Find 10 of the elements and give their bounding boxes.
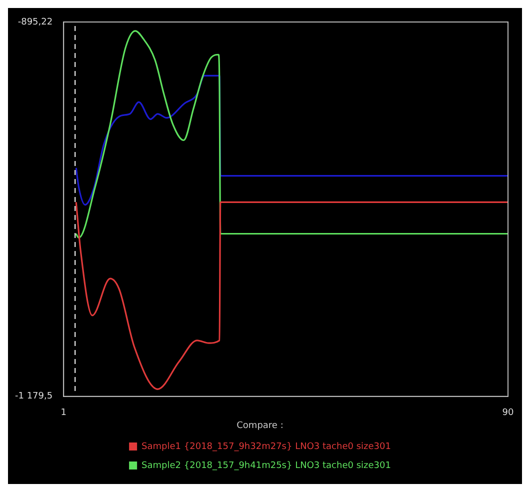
line-series bbox=[75, 74, 508, 206]
y-tick-label: -895,22 bbox=[18, 17, 53, 28]
y-tick-label: -1 179,5 bbox=[14, 392, 53, 402]
legend-label: Sample2 {2018_157_9h41m25s} LNO3 tache0 size301 bbox=[142, 460, 391, 471]
legend-title: Compare : bbox=[236, 421, 284, 432]
line-series bbox=[75, 201, 508, 390]
legend-label: Sample1 {2018_157_9h32m27s} LNO3 tache0 size301 bbox=[142, 442, 391, 452]
line-series bbox=[75, 30, 508, 238]
x-tick-label: 1 bbox=[60, 408, 66, 418]
x-tick-label: 90 bbox=[502, 408, 514, 418]
